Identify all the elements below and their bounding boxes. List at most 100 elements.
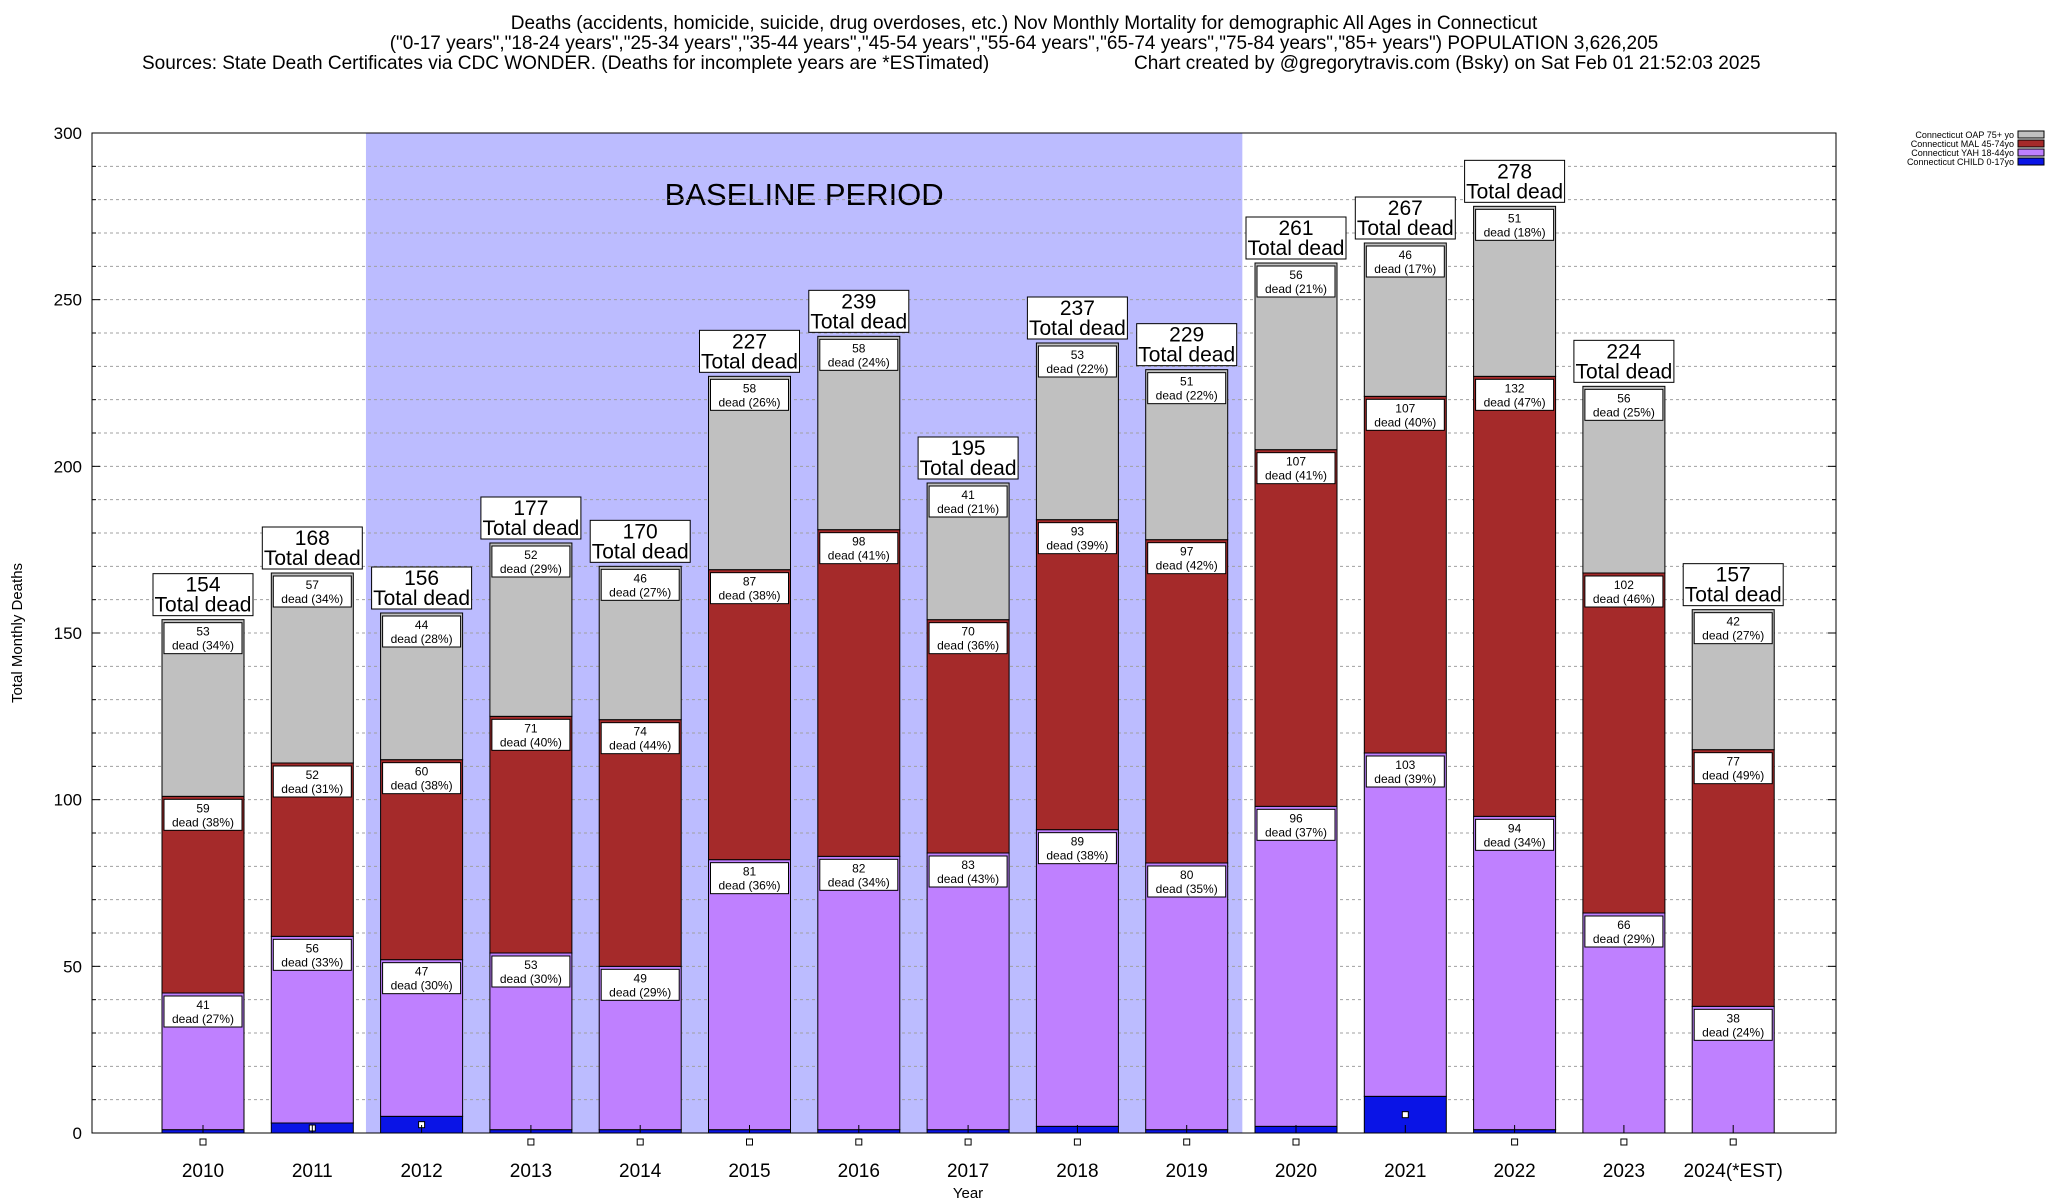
segment-pct-label: dead (39%) <box>1046 539 1108 553</box>
total-text-label: Total dead <box>155 594 252 617</box>
legend-swatch <box>2017 130 2045 139</box>
segment-pct-label: dead (42%) <box>1156 559 1218 573</box>
segment-pct-label: dead (39%) <box>1374 772 1436 786</box>
total-value-label: 168 <box>295 527 330 550</box>
segment-pct-label: dead (21%) <box>1265 282 1327 296</box>
segment-value-label: 53 <box>1071 348 1085 362</box>
segment-pct-label: dead (36%) <box>718 879 780 893</box>
chart-credit-line: Chart created by @gregorytravis.com (Bsk… <box>1134 53 1761 74</box>
segment-label-box <box>272 765 352 798</box>
segment-value-label: 132 <box>1505 381 1525 395</box>
segment-value-label: 53 <box>524 958 538 972</box>
segment-value-label: 51 <box>1180 375 1194 389</box>
bar-segment <box>926 852 1010 1131</box>
total-text-label: Total dead <box>1685 584 1782 607</box>
x-axis-label: Year <box>953 1185 983 1200</box>
segment-label-box <box>272 575 352 608</box>
segment-pct-label: dead (29%) <box>609 985 671 999</box>
x-tick-label: 2013 <box>510 1161 552 1182</box>
segment-pct-label: dead (35%) <box>1156 882 1218 896</box>
legend-swatch <box>2017 148 2045 157</box>
total-text-label: Total dead <box>701 350 798 373</box>
segment-pct-label: dead (25%) <box>1593 405 1655 419</box>
bar-segment <box>708 859 791 1131</box>
segment-label-box <box>819 338 899 371</box>
child-marker <box>855 1138 863 1146</box>
segment-value-label: 56 <box>306 941 320 955</box>
segment-pct-label: dead (37%) <box>1265 825 1327 839</box>
bar-segment <box>1145 539 1229 864</box>
bar-segment <box>1363 752 1447 1097</box>
total-text-label: Total dead <box>482 517 579 540</box>
total-text-label: Total dead <box>1575 360 1672 383</box>
segment-value-label: 60 <box>415 765 429 779</box>
segment-pct-label: dead (34%) <box>1484 835 1546 849</box>
segment-value-label: 102 <box>1614 578 1634 592</box>
segment-value-label: 58 <box>852 341 866 355</box>
segment-value-label: 80 <box>1180 868 1194 882</box>
chart-title-line2: ("0-17 years","18-24 years","25-34 years… <box>389 33 1659 54</box>
bar-segment <box>817 529 901 857</box>
bar-segment <box>1691 749 1775 1007</box>
total-text-label: Total dead <box>1357 217 1454 240</box>
y-tick-label: 50 <box>63 957 82 976</box>
total-text-label: Total dead <box>810 310 907 333</box>
total-value-label: 239 <box>841 290 876 313</box>
segment-pct-label: dead (30%) <box>391 979 453 993</box>
bar-segment <box>1582 572 1666 914</box>
segment-pct-label: dead (30%) <box>500 972 562 986</box>
segment-pct-label: dead (17%) <box>1374 262 1436 276</box>
segment-pct-label: dead (31%) <box>281 782 343 796</box>
segment-pct-label: dead (40%) <box>500 735 562 749</box>
segment-label-box <box>491 718 571 751</box>
total-text-label: Total dead <box>1466 180 1563 203</box>
segment-value-label: 66 <box>1617 918 1631 932</box>
segment-value-label: 57 <box>306 578 320 592</box>
segment-value-label: 38 <box>1727 1011 1741 1025</box>
segment-pct-label: dead (34%) <box>172 639 234 653</box>
x-tick-label: 2022 <box>1493 1161 1535 1182</box>
legend-entry-label: Connecticut MAL 45-74yo <box>1911 139 2014 149</box>
bar-segment <box>708 569 791 861</box>
total-label-box <box>808 289 910 333</box>
segment-value-label: 83 <box>961 858 975 872</box>
x-tick-label: 2017 <box>947 1161 989 1182</box>
y-axis-label: Total Monthly Deaths <box>9 563 26 703</box>
y-tick-label: 100 <box>54 791 82 810</box>
segment-pct-label: dead (38%) <box>718 589 780 603</box>
bar-segment <box>926 619 1010 854</box>
segment-label-box <box>1584 915 1664 948</box>
segment-label-box <box>1693 612 1773 645</box>
segment-label-box <box>1037 345 1117 378</box>
x-tick-label: 2015 <box>728 1161 770 1182</box>
segment-pct-label: dead (47%) <box>1484 395 1546 409</box>
segment-label-box <box>382 615 462 648</box>
segment-value-label: 103 <box>1395 758 1415 772</box>
segment-value-label: 87 <box>743 575 757 589</box>
bar-segment <box>1254 449 1338 807</box>
segment-value-label: 77 <box>1727 755 1741 769</box>
child-marker <box>1729 1138 1737 1146</box>
segment-pct-label: dead (36%) <box>937 639 999 653</box>
segment-pct-label: dead (24%) <box>828 355 890 369</box>
segment-pct-label: dead (40%) <box>1374 415 1436 429</box>
segment-label-box <box>1256 808 1336 841</box>
total-label-box <box>1026 296 1128 340</box>
total-label-box <box>1136 323 1238 367</box>
legend-entry-label: Connecticut CHILD 0-17yo <box>1907 157 2014 167</box>
y-tick-label: 0 <box>73 1124 82 1143</box>
total-label-box <box>371 566 473 610</box>
segment-label-box <box>163 995 243 1028</box>
total-text-label: Total dead <box>1029 317 1126 340</box>
segment-pct-label: dead (34%) <box>828 875 890 889</box>
segment-value-label: 51 <box>1508 211 1522 225</box>
segment-label-box <box>1693 1008 1773 1041</box>
bar-segment <box>817 855 901 1131</box>
x-tick-label: 2010 <box>182 1161 224 1182</box>
total-label-box <box>699 329 800 373</box>
child-marker <box>1511 1138 1519 1146</box>
bar-segment <box>1582 912 1666 1134</box>
